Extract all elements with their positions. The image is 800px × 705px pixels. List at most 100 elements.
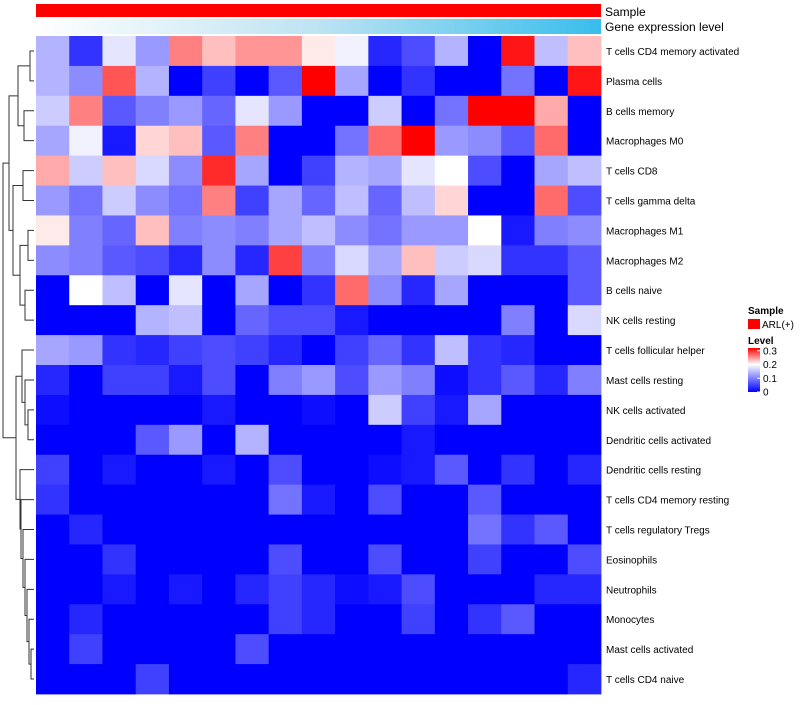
heatmap-cell (102, 95, 137, 127)
heatmap-cell (335, 65, 369, 97)
heatmap-cell (368, 95, 402, 127)
heatmap-cell (268, 365, 303, 396)
heatmap-cell (235, 215, 270, 246)
heatmap-cell (168, 604, 203, 635)
heatmap-cell (102, 604, 137, 635)
heatmap-cells (36, 36, 602, 695)
heatmap-cell (301, 185, 336, 216)
heatmap-cell (168, 95, 203, 127)
heatmap-cell (501, 305, 535, 336)
heatmap-cell (368, 335, 402, 366)
heatmap-cell (135, 275, 170, 306)
heatmap-cell (368, 664, 402, 695)
heatmap-cell (102, 424, 137, 456)
heatmap-cell (368, 215, 402, 246)
dendrogram-branch (30, 648, 34, 680)
heatmap-cell (268, 454, 303, 486)
heatmap-cell (567, 305, 602, 336)
heatmap-cell (36, 95, 70, 127)
heatmap-cell (434, 365, 469, 396)
heatmap-cell (434, 484, 469, 515)
heatmap-cell (335, 275, 369, 306)
heatmap-cell (501, 36, 535, 67)
heatmap-cell (168, 155, 203, 186)
heatmap-cell (36, 394, 70, 426)
heatmap-cell (69, 125, 103, 157)
heatmap-cell (401, 484, 436, 515)
heatmap-cell (434, 36, 469, 67)
heatmap-cell (501, 454, 535, 486)
heatmap-cell (202, 604, 236, 635)
heatmap-cell (368, 424, 402, 456)
heatmap-cell (135, 424, 170, 456)
heatmap-cell (135, 245, 170, 276)
heatmap-cell (567, 544, 602, 575)
heatmap-cell (368, 574, 402, 605)
heatmap-cell (301, 125, 336, 157)
heatmap-cell (301, 215, 336, 246)
heatmap-cell (301, 484, 336, 515)
heatmap-cell (102, 215, 137, 246)
heatmap-cell (268, 394, 303, 426)
row-labels: T cells CD4 memory activated Plasma cells… (606, 47, 739, 686)
heatmap-cell (567, 215, 602, 246)
heatmap-cell (468, 65, 502, 97)
heatmap-cell (468, 454, 502, 486)
heatmap-cell (235, 484, 270, 515)
heatmap-cell (202, 365, 236, 396)
heatmap-cell (501, 394, 535, 426)
heatmap-cell (501, 275, 535, 306)
heatmap-cell (534, 604, 569, 635)
heatmap-cell (36, 185, 70, 216)
heatmap-cell (102, 335, 137, 366)
heatmap-cell (168, 36, 203, 67)
heatmap-cell (468, 155, 502, 186)
heatmap-cell (69, 544, 103, 575)
heatmap-cell (301, 544, 336, 575)
heatmap-cell (102, 155, 137, 186)
heatmap-cell (102, 365, 137, 396)
heatmap-cell (368, 275, 402, 306)
heatmap-cell (335, 454, 369, 486)
heatmap-cell (69, 664, 103, 695)
heatmap-cell (102, 484, 137, 515)
heatmap-cell (501, 95, 535, 127)
heatmap-cell (301, 245, 336, 276)
heatmap-cell (102, 634, 137, 665)
heatmap-cell (168, 185, 203, 216)
heatmap-cell (368, 514, 402, 545)
heatmap-cell (268, 664, 303, 695)
heatmap-cell (202, 95, 236, 127)
heatmap-cell (534, 544, 569, 575)
heatmap-cell (567, 664, 602, 695)
heatmap-cell (468, 514, 502, 545)
heatmap-cell (335, 424, 369, 456)
heatmap-cell (102, 664, 137, 695)
heatmap-cell (135, 335, 170, 366)
heatmap-cell (401, 185, 436, 216)
heatmap-cell (102, 65, 137, 97)
heatmap-cell (268, 544, 303, 575)
heatmap-cell (102, 125, 137, 157)
heatmap-cell (401, 544, 436, 575)
heatmap-cell (401, 604, 436, 635)
heatmap-cell (534, 215, 569, 246)
heatmap-cell (235, 544, 270, 575)
row-label: T cells gamma delta (606, 197, 696, 208)
heatmap-cell (301, 365, 336, 396)
heatmap-cell (534, 664, 569, 695)
heatmap-cell (268, 155, 303, 186)
heatmap-cell (434, 155, 469, 186)
heatmap-cell (368, 544, 402, 575)
row-label: Macrophages M1 (606, 226, 684, 237)
heatmap-cell (268, 424, 303, 456)
heatmap-cell (468, 95, 502, 127)
heatmap-cell (36, 305, 70, 336)
heatmap-cell (434, 574, 469, 605)
heatmap-cell (468, 305, 502, 336)
row-label: Macrophages M2 (606, 256, 684, 267)
heatmap-cell (434, 65, 469, 97)
heatmap-cell (268, 514, 303, 545)
heatmap-cell (434, 95, 469, 127)
